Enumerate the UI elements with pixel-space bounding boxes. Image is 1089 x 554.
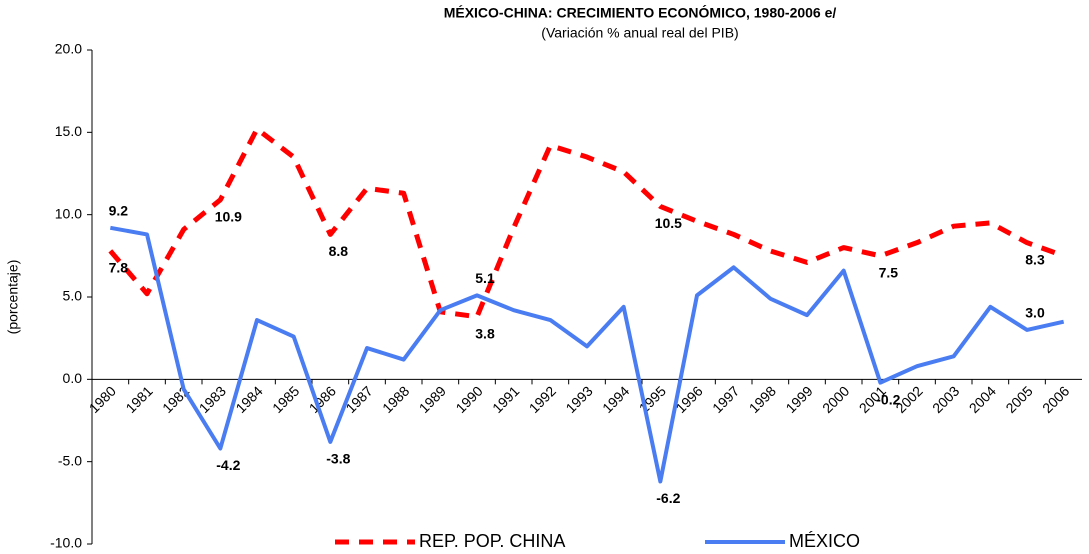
x-tick-label: 1999 (782, 383, 815, 416)
x-tick-label: 2000 (819, 383, 852, 416)
data-label: 3.8 (475, 325, 495, 341)
chart-title: MÉXICO-CHINA: CRECIMIENTO ECONÓMICO, 198… (444, 4, 837, 21)
x-tick-label: 1992 (526, 383, 559, 416)
y-tick-label: -10.0 (50, 535, 82, 551)
data-label: 10.9 (215, 209, 242, 225)
data-label: 9.2 (109, 203, 129, 219)
data-label: -0.2 (876, 391, 900, 407)
series-line (108, 126, 1065, 320)
x-tick-label: 1998 (746, 383, 779, 416)
chart-subtitle: (Variación % anual real del PIB) (541, 25, 738, 41)
y-axis-label: (porcentaje) (5, 260, 21, 335)
x-tick-label: 1997 (709, 383, 742, 416)
x-tick-label: 2003 (929, 383, 962, 416)
legend-label: REP. POP. CHINA (419, 531, 565, 551)
data-label: 5.1 (475, 270, 495, 286)
data-label: 8.8 (329, 243, 349, 259)
data-label: 8.3 (1025, 251, 1045, 267)
data-label: -4.2 (216, 457, 240, 473)
x-tick-label: 2006 (1039, 383, 1072, 416)
data-label: 3.0 (1025, 305, 1045, 321)
x-tick-label: 1991 (489, 383, 522, 416)
legend-label: MÉXICO (789, 531, 860, 551)
y-tick-label: -5.0 (58, 452, 82, 468)
y-tick-label: 15.0 (55, 123, 82, 139)
y-tick-label: 5.0 (63, 288, 83, 304)
x-tick-label: 1981 (122, 383, 155, 416)
data-label: -3.8 (326, 451, 350, 467)
x-tick-label: 1988 (379, 383, 412, 416)
x-tick-label: 1994 (599, 383, 632, 416)
x-tick-label: 1983 (196, 383, 229, 416)
x-tick-label: 1980 (86, 383, 119, 416)
data-label: -6.2 (656, 490, 680, 506)
data-label: 7.5 (879, 265, 899, 281)
series-line (109, 225, 1065, 484)
x-tick-label: 1982 (159, 383, 192, 416)
x-tick-label: 1989 (416, 383, 449, 416)
x-tick-label: 1993 (562, 383, 595, 416)
y-tick-label: 0.0 (63, 370, 83, 386)
x-tick-label: 1990 (452, 383, 485, 416)
x-tick-label: 2004 (966, 383, 999, 416)
data-label: 10.5 (655, 215, 682, 231)
x-tick-label: 1985 (269, 383, 302, 416)
x-tick-label: 2005 (1002, 383, 1035, 416)
data-label: 7.8 (109, 260, 129, 276)
y-tick-label: 10.0 (55, 205, 82, 221)
y-tick-label: 20.0 (55, 41, 82, 57)
